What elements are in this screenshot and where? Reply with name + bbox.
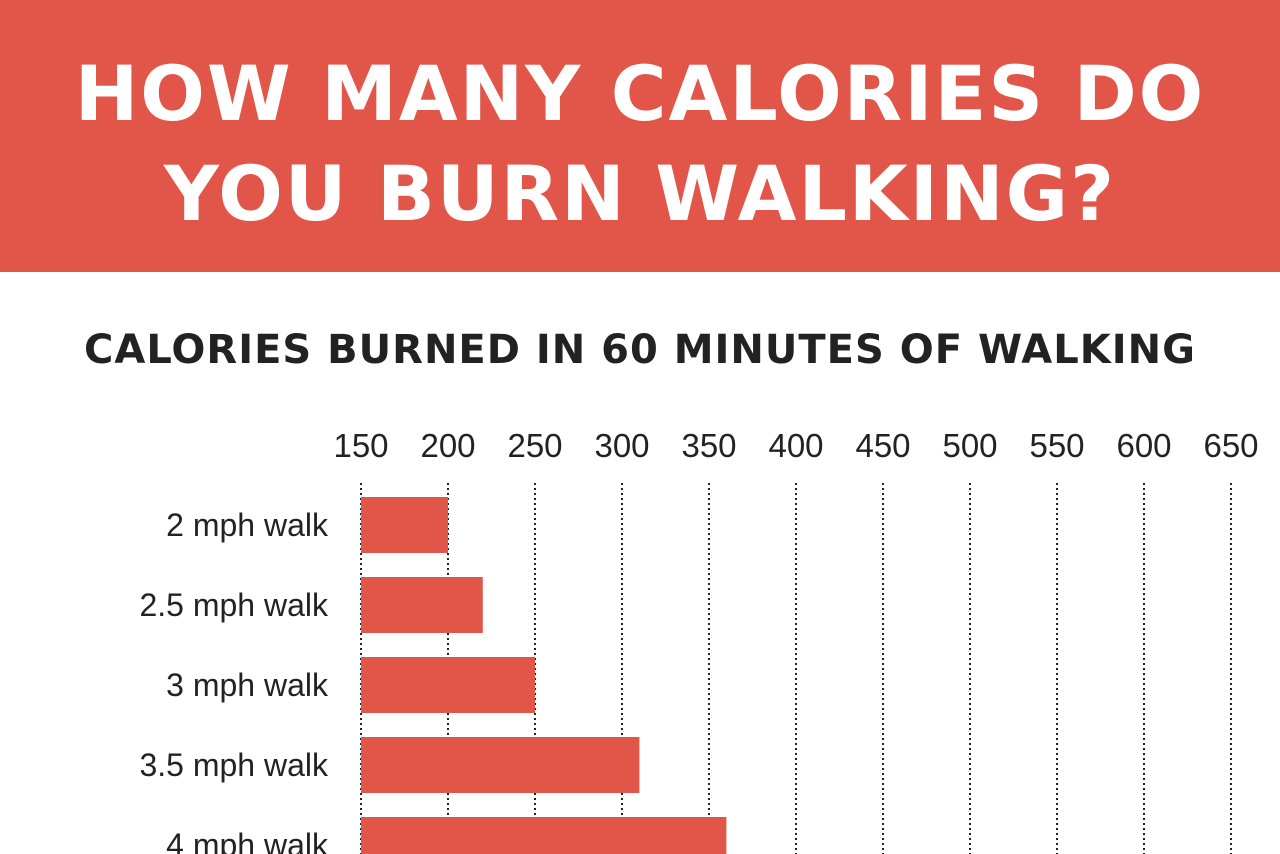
- x-tick-label: 550: [1029, 427, 1084, 464]
- category-label: 2.5 mph walk: [139, 587, 329, 623]
- x-tick-label: 400: [768, 427, 823, 464]
- x-tick-label: 650: [1203, 427, 1258, 464]
- header-banner: HOW MANY CALORIES DO YOU BURN WALKING?: [0, 0, 1280, 272]
- category-label: 3 mph walk: [166, 667, 329, 703]
- category-label: 3.5 mph walk: [139, 747, 329, 783]
- category-label: 2 mph walk: [166, 507, 329, 543]
- category-label: 4 mph walk: [166, 827, 329, 854]
- bar: [361, 497, 448, 553]
- x-tick-label: 150: [333, 427, 388, 464]
- x-tick-label: 200: [420, 427, 475, 464]
- x-tick-label: 500: [942, 427, 997, 464]
- page-title: HOW MANY CALORIES DO YOU BURN WALKING?: [0, 44, 1280, 244]
- chart-title: CALORIES BURNED IN 60 MINUTES OF WALKING: [84, 327, 1196, 373]
- title-line-2: YOU BURN WALKING?: [163, 149, 1117, 238]
- x-tick-label: 250: [507, 427, 562, 464]
- bar: [361, 817, 727, 854]
- bar: [361, 657, 535, 713]
- title-line-1: HOW MANY CALORIES DO: [74, 49, 1206, 138]
- bar: [361, 737, 640, 793]
- x-tick-label: 600: [1116, 427, 1171, 464]
- bar: [361, 577, 483, 633]
- x-tick-label: 300: [594, 427, 649, 464]
- x-tick-label: 350: [681, 427, 736, 464]
- x-tick-label: 450: [855, 427, 910, 464]
